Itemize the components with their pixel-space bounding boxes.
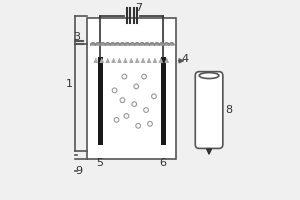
Polygon shape bbox=[159, 43, 164, 45]
Polygon shape bbox=[130, 43, 135, 45]
Polygon shape bbox=[115, 43, 120, 45]
Text: 7: 7 bbox=[135, 3, 142, 13]
Text: 3: 3 bbox=[74, 32, 81, 42]
Polygon shape bbox=[120, 43, 125, 45]
Text: 6: 6 bbox=[159, 158, 166, 168]
Text: 4: 4 bbox=[182, 54, 189, 64]
Bar bbox=[161, 57, 166, 145]
Bar bbox=[87, 18, 176, 159]
FancyBboxPatch shape bbox=[195, 72, 223, 148]
Polygon shape bbox=[150, 43, 154, 45]
Polygon shape bbox=[140, 43, 145, 45]
Polygon shape bbox=[135, 43, 140, 45]
Polygon shape bbox=[105, 43, 110, 45]
Ellipse shape bbox=[199, 73, 219, 79]
Polygon shape bbox=[169, 43, 174, 45]
Text: 1: 1 bbox=[66, 79, 73, 89]
Text: 8: 8 bbox=[225, 105, 232, 115]
Polygon shape bbox=[91, 43, 95, 45]
Polygon shape bbox=[100, 43, 105, 45]
Polygon shape bbox=[125, 43, 130, 45]
Text: 9: 9 bbox=[76, 166, 83, 176]
Polygon shape bbox=[145, 43, 149, 45]
Text: 5: 5 bbox=[96, 158, 103, 168]
Polygon shape bbox=[95, 43, 100, 45]
Polygon shape bbox=[154, 43, 159, 45]
Bar bbox=[98, 57, 103, 145]
Polygon shape bbox=[164, 43, 169, 45]
Polygon shape bbox=[110, 43, 115, 45]
